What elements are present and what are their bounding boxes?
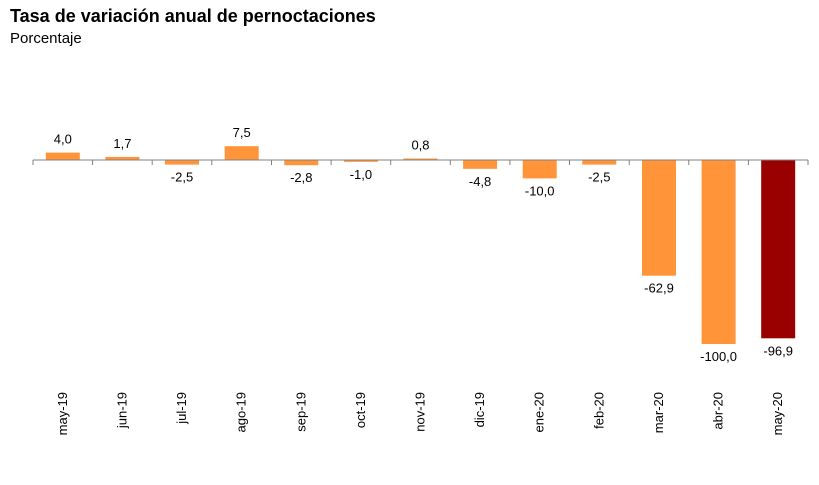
value-label-mar-20: -62,9 (644, 281, 674, 296)
x-tick-label-mar-20: mar-20 (651, 392, 666, 433)
value-label-abr-20: -100,0 (700, 349, 737, 364)
bar-abr-20 (701, 160, 736, 344)
bar-mar-20 (642, 160, 676, 276)
value-label-dic-19: -4,8 (469, 174, 491, 189)
value-label-ago-19: 7,5 (233, 125, 251, 140)
bar-may-19 (45, 152, 80, 160)
x-tick-label-abr-20: abr-20 (711, 392, 726, 430)
x-tick-label-dic-19: dic-19 (472, 392, 487, 427)
bar-may-20 (761, 160, 796, 339)
bar-jun-19 (105, 156, 140, 160)
value-label-sep-19: -2,8 (290, 170, 312, 185)
x-tick-label-jul-19: jul-19 (174, 392, 189, 425)
x-tick-label-jun-19: jun-19 (114, 392, 129, 429)
chart-subtitle: Porcentaje (10, 30, 82, 47)
bar-ago-19 (224, 146, 259, 160)
value-label-may-20: -96,9 (763, 343, 793, 358)
x-tick-label-feb-20: feb-20 (591, 392, 606, 429)
bar-oct-19 (343, 160, 378, 162)
bar-nov-19 (403, 158, 438, 160)
value-labels-group: 4,0 1,7 -2,5 7,5 -2,8 -1,0 0,8 -4,8 -10,0 -2,5 -62… (54, 125, 793, 364)
bar-dic-19 (463, 160, 498, 169)
bar-feb-20 (582, 160, 617, 165)
x-axis (32, 159, 809, 165)
bar-sep-19 (284, 160, 319, 166)
chart-title: Tasa de variación anual de pernoctacione… (10, 6, 376, 26)
x-tick-label-nov-19: nov-19 (413, 392, 428, 432)
value-label-may-19: 4,0 (54, 132, 72, 147)
value-label-jul-19: -2,5 (171, 170, 193, 185)
value-label-oct-19: -1,0 (350, 167, 372, 182)
bar-jul-19 (165, 160, 199, 165)
value-label-jun-19: 1,7 (113, 136, 131, 151)
x-tick-label-may-20: may-20 (770, 392, 785, 435)
x-tick-label-oct-19: oct-19 (353, 392, 368, 428)
bars-group (45, 146, 796, 344)
bar-ene-20 (522, 160, 557, 179)
x-tick-label-ago-19: ago-19 (234, 392, 249, 432)
x-tick-label-ene-20: ene-20 (532, 392, 547, 432)
x-tick-labels-group: may-19 jun-19 jul-19 ago-19 sep-19 oct-19 nov-… (55, 392, 785, 435)
value-label-feb-20: -2,5 (588, 170, 610, 185)
x-tick-label-may-19: may-19 (55, 392, 70, 435)
value-label-ene-20: -10,0 (525, 183, 555, 198)
x-tick-label-sep-19: sep-19 (293, 392, 308, 432)
value-label-nov-19: 0,8 (411, 138, 429, 153)
